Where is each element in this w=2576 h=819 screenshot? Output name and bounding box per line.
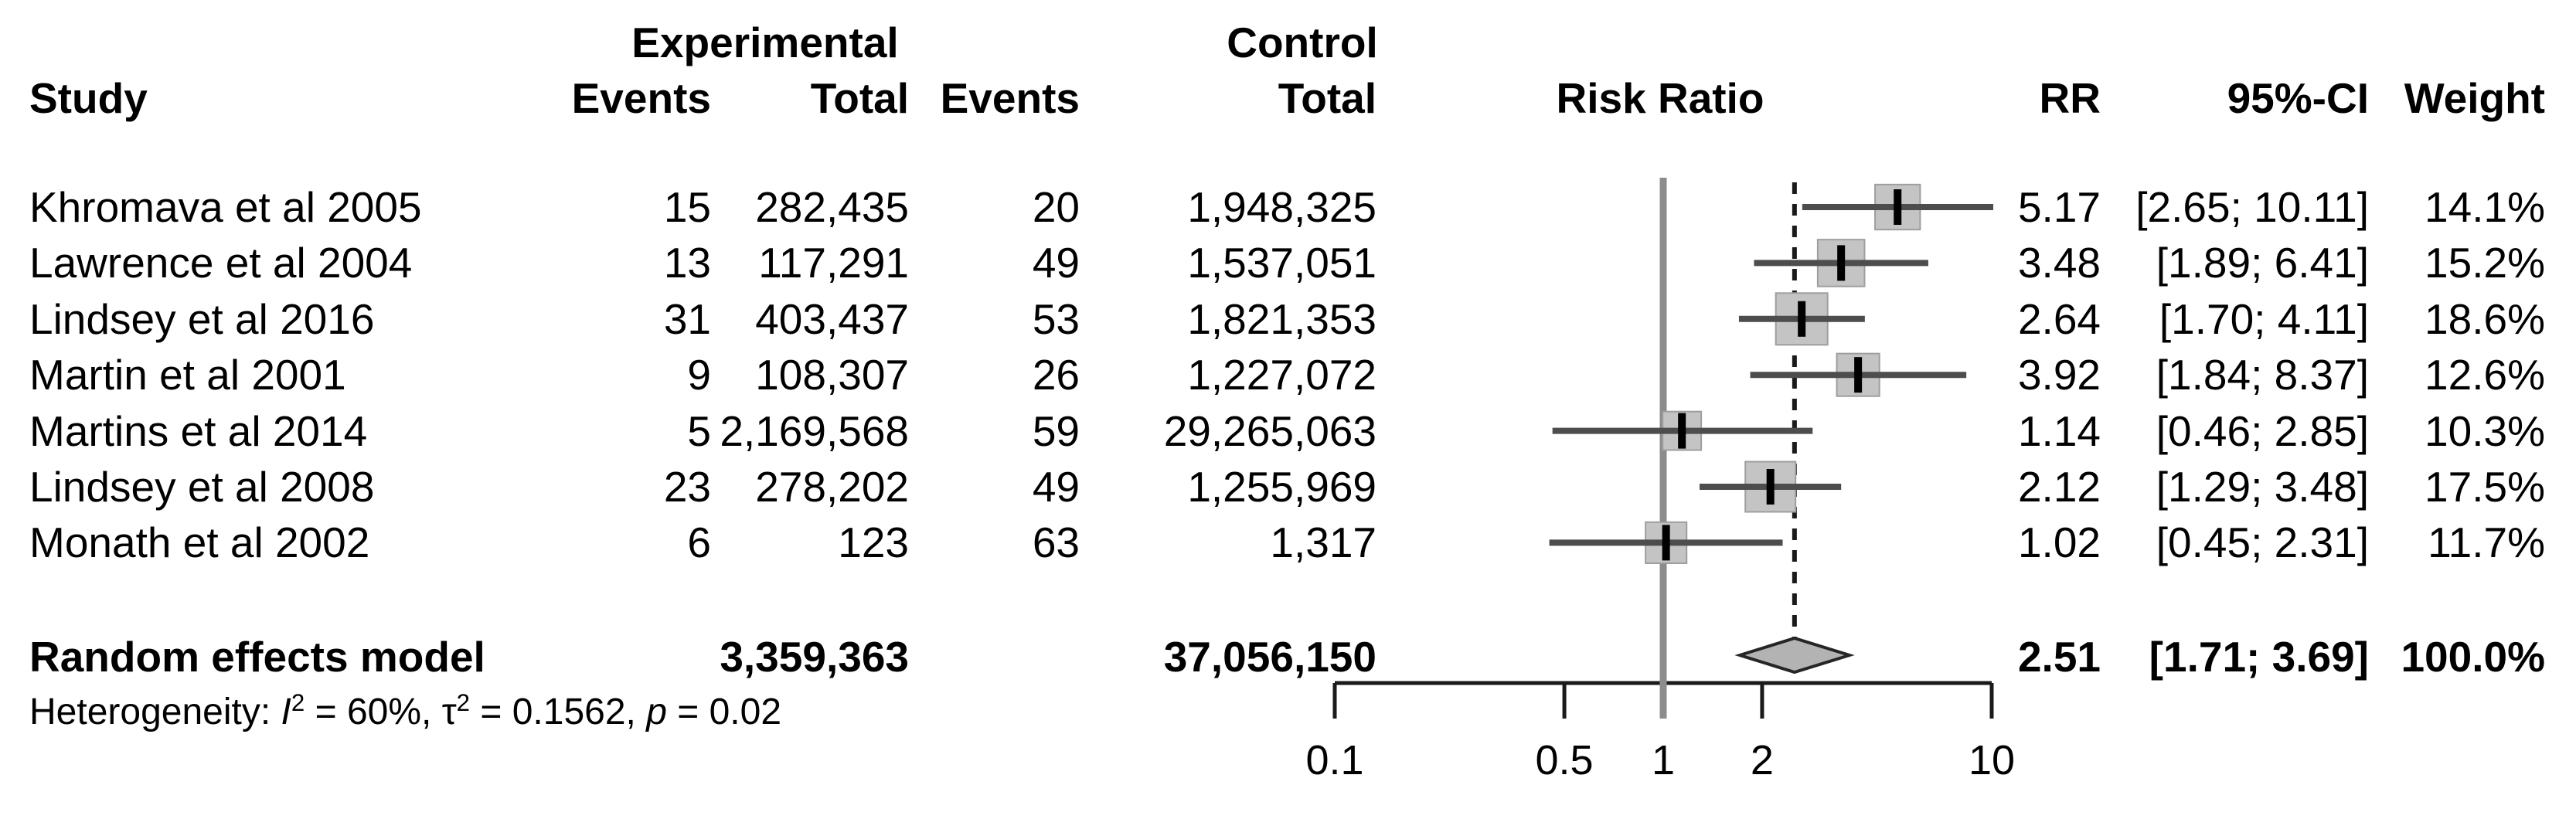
experimental-events: 31 — [663, 294, 711, 343]
confidence-interval: [1.84; 8.37] — [2156, 351, 2369, 399]
risk-ratio-value: 1.14 — [2017, 406, 2101, 455]
point-marker — [1678, 413, 1686, 449]
control-total: 1,821,353 — [1187, 294, 1376, 343]
experimental-total: 282,435 — [755, 183, 909, 231]
point-marker — [1798, 301, 1806, 337]
control-total: 1,227,072 — [1187, 351, 1376, 399]
pooled-label: Random effects model — [29, 633, 485, 681]
weight-value: 18.6% — [2425, 294, 2545, 343]
pooled-weight: 100.0% — [2401, 633, 2545, 681]
pooled-rr: 2.51 — [2017, 633, 2101, 681]
confidence-interval: [2.65; 10.11] — [2135, 183, 2369, 231]
confidence-interval: [1.70; 4.11] — [2159, 294, 2369, 343]
study-name: Monath et al 2002 — [29, 518, 370, 567]
x-axis-tick-label: 0.1 — [1305, 737, 1363, 783]
study-name: Khromava et al 2005 — [29, 183, 422, 231]
point-marker — [1837, 245, 1846, 281]
control-total: 1,255,969 — [1187, 463, 1376, 511]
experimental-total: 278,202 — [755, 463, 909, 511]
study-name: Lawrence et al 2004 — [29, 239, 413, 287]
pooled-ci: [1.71; 3.69] — [2149, 633, 2369, 681]
risk-ratio-value: 1.02 — [2017, 518, 2101, 567]
pooled-exp-total: 3,359,363 — [720, 633, 909, 681]
point-marker — [1854, 357, 1863, 393]
risk-ratio-value: 3.48 — [2017, 239, 2101, 287]
weight-value: 17.5% — [2425, 463, 2545, 511]
study-name: Lindsey et al 2016 — [29, 294, 375, 343]
confidence-interval: [1.89; 6.41] — [2156, 239, 2369, 287]
pooled-diamond — [1734, 636, 1855, 675]
experimental-total: 108,307 — [755, 351, 909, 399]
col-header-rr: RR — [2039, 74, 2101, 122]
heterogeneity-text: Heterogeneity: I2 = 60%, τ2 = 0.1562, p … — [29, 689, 782, 732]
weight-value: 11.7% — [2428, 518, 2545, 567]
weight-value: 14.1% — [2425, 183, 2545, 231]
risk-ratio-value: 5.17 — [2017, 183, 2101, 231]
weight-value: 12.6% — [2425, 351, 2545, 399]
experimental-events: 5 — [687, 406, 711, 455]
x-axis-tick-label: 0.5 — [1536, 737, 1594, 783]
x-axis-tick-label: 2 — [1751, 737, 1774, 783]
col-header-exp-total: Total — [810, 74, 909, 122]
study-name: Martin et al 2001 — [29, 351, 346, 399]
pooled-ctrl-total: 37,056,150 — [1163, 633, 1376, 681]
experimental-events: 13 — [663, 239, 711, 287]
confidence-interval: [0.46; 2.85] — [2156, 406, 2369, 455]
col-group-experimental: Experimental — [631, 19, 899, 66]
col-header-weight: Weight — [2404, 74, 2545, 122]
confidence-interval: [1.29; 3.48] — [2156, 463, 2369, 511]
control-events: 49 — [1032, 463, 1080, 511]
control-total: 1,317 — [1270, 518, 1376, 567]
experimental-total: 403,437 — [755, 294, 909, 343]
study-name: Martins et al 2014 — [29, 406, 368, 455]
experimental-events: 15 — [663, 183, 711, 231]
experimental-total: 2,169,568 — [720, 406, 909, 455]
control-events: 26 — [1032, 351, 1080, 399]
col-header-ctrl-total: Total — [1278, 74, 1376, 122]
control-events: 59 — [1032, 406, 1080, 455]
control-total: 29,265,063 — [1163, 406, 1376, 455]
col-header-exp-events: Events — [571, 74, 711, 122]
col-header-ci: 95%-CI — [2227, 74, 2369, 122]
experimental-events: 9 — [687, 351, 711, 399]
point-marker — [1766, 469, 1775, 505]
experimental-total: 123 — [838, 518, 909, 567]
control-total: 1,537,051 — [1187, 239, 1376, 287]
control-events: 53 — [1032, 294, 1080, 343]
point-marker — [1894, 189, 1902, 225]
point-marker — [1662, 525, 1670, 561]
experimental-events: 6 — [687, 518, 711, 567]
weight-value: 10.3% — [2425, 406, 2545, 455]
col-group-control: Control — [1227, 19, 1378, 66]
risk-ratio-value: 2.64 — [2017, 294, 2101, 343]
control-total: 1,948,325 — [1187, 183, 1376, 231]
experimental-events: 23 — [663, 463, 711, 511]
experimental-total: 117,291 — [758, 239, 909, 287]
col-header-risk-ratio: Risk Ratio — [1556, 74, 1764, 122]
risk-ratio-value: 2.12 — [2017, 463, 2101, 511]
x-axis-tick-label: 1 — [1652, 737, 1675, 783]
x-axis-tick-label: 10 — [1969, 737, 2015, 783]
control-events: 20 — [1032, 183, 1080, 231]
control-events: 49 — [1032, 239, 1080, 287]
risk-ratio-value: 3.92 — [2017, 351, 2101, 399]
confidence-interval: [0.45; 2.31] — [2156, 518, 2369, 567]
study-name: Lindsey et al 2008 — [29, 463, 375, 511]
col-header-study: Study — [29, 74, 148, 122]
control-events: 63 — [1032, 518, 1080, 567]
col-header-ctrl-events: Events — [940, 74, 1080, 122]
weight-value: 15.2% — [2425, 239, 2545, 287]
